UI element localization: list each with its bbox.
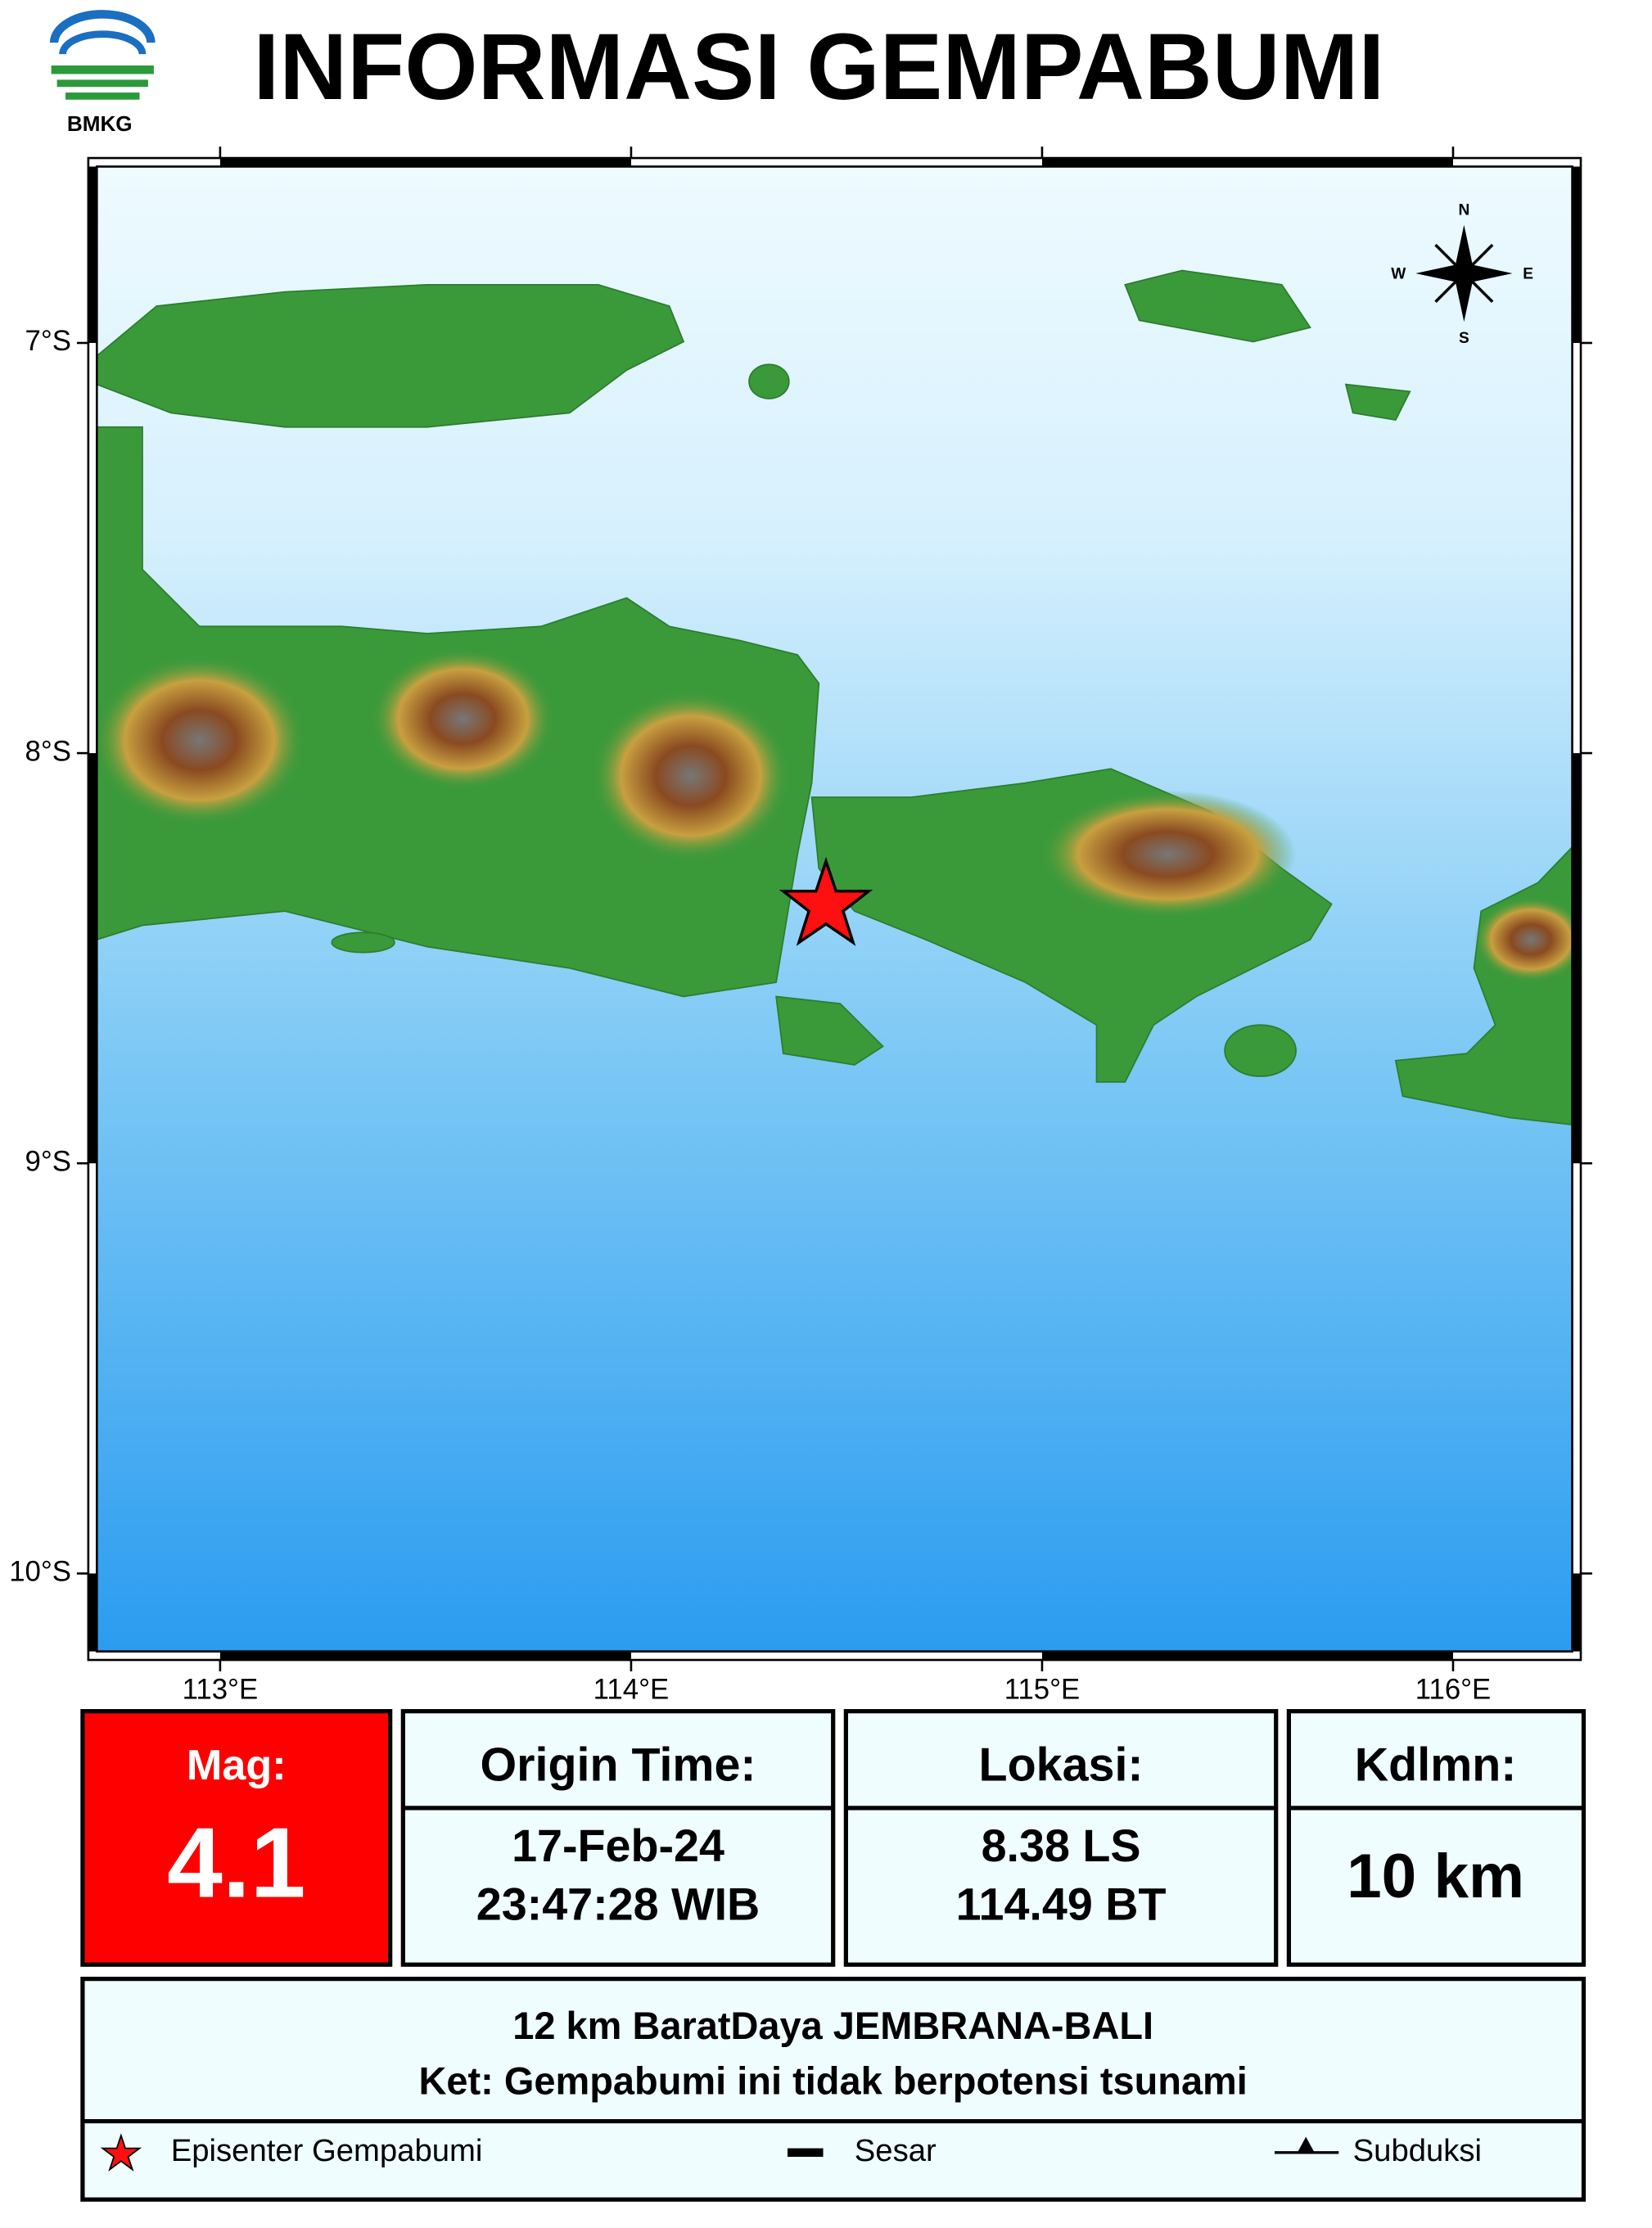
description: Ket: Gempabumi ini tidak berpotensi tsun… <box>419 2059 1248 2103</box>
frame-bar <box>1572 753 1582 1164</box>
mag-label: Mag: <box>187 1742 287 1789</box>
frame-bar <box>1041 158 1453 167</box>
frame-bar <box>1572 166 1582 343</box>
info-panel <box>80 1709 1587 2202</box>
x-tick-label: 115°E <box>1004 1674 1081 1705</box>
legend-epicenter-icon <box>100 2133 142 2172</box>
origin-time: 23:47:28 WIB <box>476 1878 760 1929</box>
mag-value: 4.1 <box>167 1807 305 1919</box>
location-lon: 114.49 BT <box>956 1878 1167 1929</box>
compass-n: N <box>1458 201 1469 219</box>
y-tick-label: 8°S <box>25 736 71 767</box>
depth-label: Kdlmn: <box>1355 1739 1517 1791</box>
x-tick-label: 116°E <box>1415 1674 1492 1705</box>
frame-bar <box>1572 1573 1582 1652</box>
description: 12 km BaratDaya JEMBRANA-BALI <box>512 2004 1153 2047</box>
mountains <box>97 647 1573 983</box>
location-lat: 8.38 LS <box>982 1820 1141 1871</box>
legend-fault-icon <box>788 2148 824 2158</box>
compass-s: S <box>1459 330 1469 347</box>
x-tick-label: 114°E <box>594 1674 670 1705</box>
legend-subduction-icon <box>1297 2136 1315 2153</box>
location-label: Lokasi: <box>979 1739 1144 1791</box>
compass-w: W <box>1391 266 1406 283</box>
depth-value: 10 km <box>1347 1842 1524 1911</box>
logo: BMKG <box>49 10 156 136</box>
legend-label: Sesar <box>855 2133 937 2168</box>
frame-bar <box>219 1651 631 1661</box>
origin-date: 17-Feb-24 <box>512 1820 724 1871</box>
map-frame <box>87 156 1582 1662</box>
frame-bar <box>88 753 97 1164</box>
x-tick-label: 113°E <box>183 1674 259 1705</box>
legend-label: Subduksi <box>1353 2133 1482 2168</box>
frame-bar <box>88 166 97 343</box>
y-tick-label: 9°S <box>25 1146 71 1177</box>
y-tick-label: 7°S <box>25 326 71 357</box>
title: INFORMASI GEMPABUMI <box>253 15 1384 120</box>
frame-bar <box>219 158 631 167</box>
frame-bar <box>1041 1651 1453 1661</box>
map <box>97 166 1573 1652</box>
origin-label: Origin Time: <box>481 1739 756 1791</box>
logo-text: BMKG <box>67 111 133 136</box>
y-tick-label: 10°S <box>9 1557 71 1588</box>
frame-bar <box>88 1573 97 1652</box>
legend-label: Episenter Gempabumi <box>171 2133 483 2168</box>
compass-e: E <box>1523 266 1533 283</box>
epicenter <box>779 856 873 946</box>
compass: N S E W <box>1391 201 1533 347</box>
